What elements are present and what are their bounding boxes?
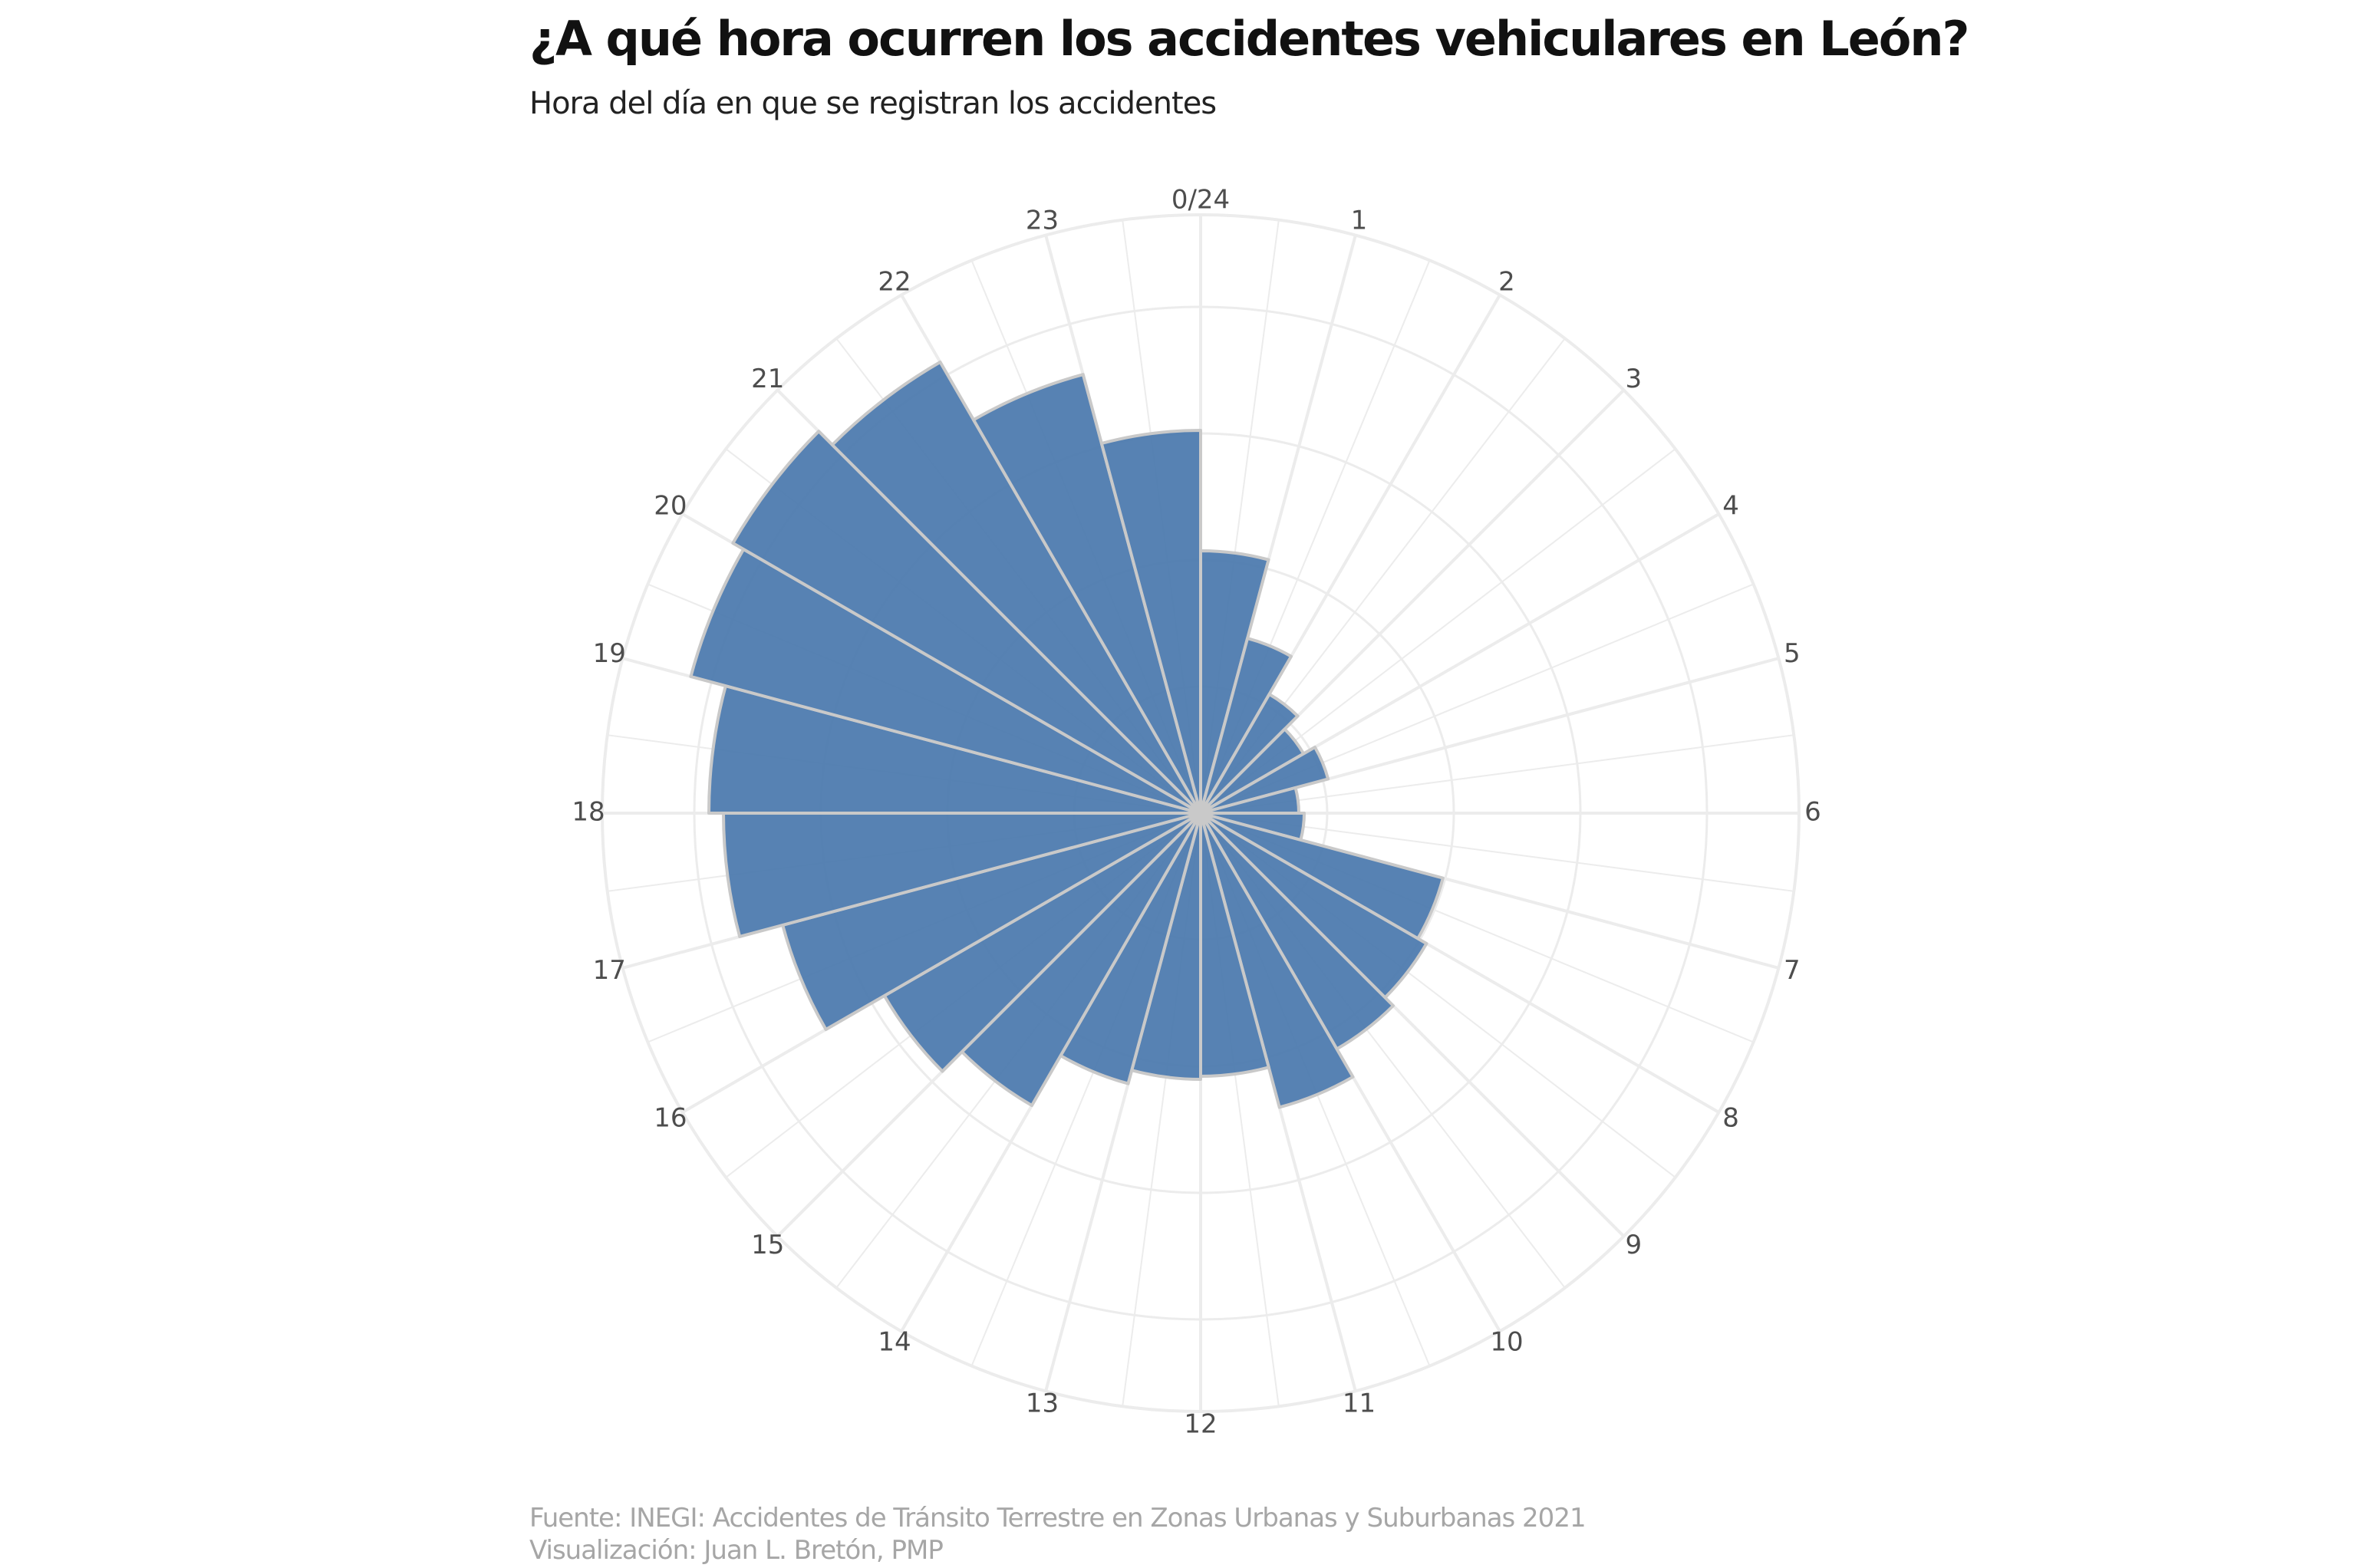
hour-label-7: 7 <box>1784 955 1801 986</box>
bar-hour-21 <box>830 360 1202 815</box>
bar-hour-10 <box>1199 812 1355 1109</box>
hour-label-23: 23 <box>1026 206 1059 236</box>
center-hub <box>1190 802 1211 824</box>
hour-label-2: 2 <box>1498 266 1515 297</box>
hour-label-19: 19 <box>593 638 626 669</box>
hour-label-21: 21 <box>751 364 784 394</box>
chart-title: ¿A qué hora ocurren los accidentes vehic… <box>529 11 1969 67</box>
hour-label-3: 3 <box>1625 364 1642 394</box>
bar-hour-4 <box>1199 746 1330 815</box>
bar-hour-2 <box>1199 692 1300 815</box>
hour-label-18: 18 <box>572 797 605 828</box>
caption: Fuente: INEGI: Accidentes de Tránsito Te… <box>529 1502 1587 1566</box>
bar-hour-22 <box>972 373 1202 815</box>
hour-label-11: 11 <box>1343 1388 1376 1418</box>
caption-credit: Visualización: Juan L. Bretón, PMP <box>529 1535 944 1566</box>
bar-hour-23 <box>1099 429 1202 815</box>
hour-label-17: 17 <box>593 955 626 986</box>
hour-label-12: 12 <box>1184 1409 1217 1440</box>
bar-hour-20 <box>731 430 1202 815</box>
hour-label-20: 20 <box>654 491 687 522</box>
hour-tick-labels: 0/24123456789101112131415161718192021222… <box>572 185 1821 1440</box>
caption-source: Fuente: INEGI: Accidentes de Tránsito Te… <box>529 1503 1587 1533</box>
bar-hour-19 <box>689 548 1202 815</box>
hour-label-15: 15 <box>751 1230 784 1260</box>
hour-label-4: 4 <box>1722 491 1739 522</box>
hour-label-8: 8 <box>1722 1103 1739 1134</box>
hour-label-1: 1 <box>1351 206 1368 236</box>
hour-label-0-24: 0/24 <box>1171 185 1230 216</box>
hour-label-14: 14 <box>878 1327 911 1358</box>
hour-label-13: 13 <box>1026 1388 1059 1418</box>
hour-label-16: 16 <box>654 1103 687 1134</box>
hour-label-6: 6 <box>1804 797 1821 828</box>
hour-label-5: 5 <box>1784 638 1801 669</box>
hour-label-9: 9 <box>1625 1230 1642 1260</box>
bar-hour-1 <box>1199 637 1293 815</box>
bars <box>689 360 1445 1109</box>
hour-label-10: 10 <box>1490 1327 1523 1358</box>
hour-label-22: 22 <box>878 266 911 297</box>
chart-subtitle: Hora del día en que se registran los acc… <box>529 86 1217 121</box>
